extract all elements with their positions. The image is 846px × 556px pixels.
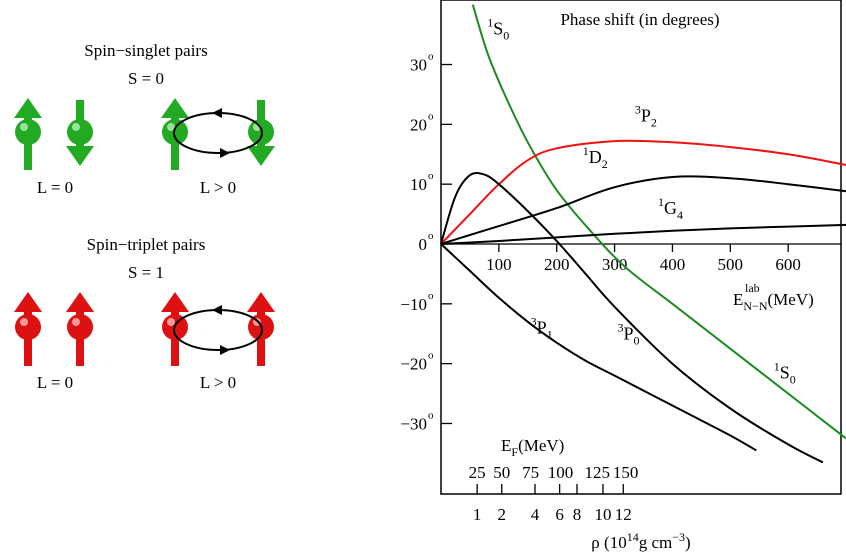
x-tick-label: 300 xyxy=(602,255,628,274)
singlet-title: Spin−singlet pairs xyxy=(84,41,207,60)
series-label-1s0: 1S0 xyxy=(487,16,509,43)
x-tick-label: 200 xyxy=(544,255,570,274)
fermi-tick-label: 50 xyxy=(493,463,510,482)
phase-shift-chart: Phase shift (in degrees) 30 o20 o10 o0 o−10 o… xyxy=(400,0,846,552)
series-line-3p2 xyxy=(440,139,846,245)
x-axis: 100 200 300 400 500 600 xyxy=(486,244,801,274)
series-label-3p0: 3P0 xyxy=(617,321,639,348)
series-line-3p1 xyxy=(440,243,757,452)
x-axis-label-sup: lab xyxy=(745,281,760,295)
y-tick-degree: o xyxy=(428,110,434,122)
svg-text:EN−N(MeV): EN−N(MeV) xyxy=(733,290,814,313)
series-label-3p1: 3P1 xyxy=(531,315,553,342)
y-tick-label: 20 xyxy=(410,115,427,134)
chart-title: Phase shift (in degrees) xyxy=(560,10,719,29)
y-tick-label: 30 xyxy=(410,56,427,75)
density-tick-label: 8 xyxy=(573,505,582,524)
fermi-energy-axis: EF(MeV) 25 50 75 100 125 150 xyxy=(469,436,639,482)
orbit-arrow-left-icon xyxy=(212,108,222,118)
density-tick-label: 10 xyxy=(595,505,612,524)
density-axis: 1 2 4 6 8 10 12 ρ (1014g cm−3) xyxy=(473,484,691,552)
spin-up-red-icon xyxy=(14,292,42,366)
y-axis: 30 o20 o10 o0 o−10 o−20 o−30 o xyxy=(400,51,452,433)
density-tick-label: 1 xyxy=(473,505,482,524)
singlet-l0-label: L = 0 xyxy=(37,178,73,197)
singlet-l0-pair xyxy=(14,98,94,170)
triplet-lgt0-pair xyxy=(161,292,275,366)
spin-up-red-icon xyxy=(66,292,94,366)
singlet-s-value: S = 0 xyxy=(128,69,164,88)
y-tick-label: −30 xyxy=(400,414,427,433)
x-tick-label: 100 xyxy=(486,255,512,274)
fermi-tick-label: 100 xyxy=(548,463,574,482)
series-line-1d2 xyxy=(440,175,846,245)
fermi-label-main: E xyxy=(501,436,511,455)
y-tick-degree: o xyxy=(428,51,434,63)
series-label-1g4: 1G4 xyxy=(658,195,683,222)
y-tick-label: −20 xyxy=(400,355,427,374)
singlet-lgt0-pair xyxy=(161,98,275,170)
series-line-1s0 xyxy=(471,4,846,440)
density-label-sup1: 14 xyxy=(627,530,639,544)
y-tick-degree: o xyxy=(428,290,434,302)
density-tick-label: 4 xyxy=(531,505,540,524)
fermi-label-sub: F xyxy=(511,445,518,459)
plot-frame xyxy=(440,0,842,495)
fermi-tick-label: 75 xyxy=(522,463,539,482)
triplet-s-value: S = 1 xyxy=(128,263,164,282)
series-line-1g4 xyxy=(440,223,846,245)
y-tick-degree: o xyxy=(428,230,434,242)
series-label-1d2: 1D2 xyxy=(583,144,608,171)
triplet-title: Spin−triplet pairs xyxy=(87,235,206,254)
x-tick-label: 500 xyxy=(718,255,744,274)
y-tick-label: −10 xyxy=(400,295,427,314)
density-ticks: 1 2 4 6 8 10 12 xyxy=(473,484,632,524)
orbit-arrow-left-icon xyxy=(212,305,222,315)
density-tick-label: 2 xyxy=(498,505,507,524)
y-tick-label: 0 xyxy=(419,235,428,254)
series-label-3p2: 3P2 xyxy=(635,102,657,129)
series-line-3p0 xyxy=(440,171,824,464)
spin-down-green-icon xyxy=(66,100,94,166)
orbit-arrow-right-icon xyxy=(220,345,230,355)
x-tick-label: 400 xyxy=(660,255,686,274)
density-label: ρ (10 xyxy=(591,533,626,552)
series-label-1s0: 1S0 xyxy=(774,360,796,387)
density-label-end: ) xyxy=(685,533,691,552)
x-axis-label-main: E xyxy=(733,290,743,309)
singlet-lgt0-label: L > 0 xyxy=(200,178,236,197)
triplet-l0-pair xyxy=(14,292,94,366)
triplet-l0-label: L = 0 xyxy=(37,373,73,392)
y-tick-degree: o xyxy=(428,409,434,421)
density-tick-label: 12 xyxy=(615,505,632,524)
fermi-tick-label: 125 xyxy=(584,463,610,482)
y-tick-degree: o xyxy=(428,170,434,182)
x-axis-label-sub: N−N xyxy=(743,299,767,313)
x-tick-label: 600 xyxy=(775,255,801,274)
fermi-label-unit: (MeV) xyxy=(518,436,564,455)
density-label-mid: g cm xyxy=(639,533,673,552)
fermi-tick-label: 25 xyxy=(469,463,486,482)
orbit-arrow-right-icon xyxy=(220,148,230,158)
spin-up-green-icon xyxy=(14,98,42,170)
series-labels: 1S0 1S0 3P2 1D2 1G4 3P0 3P1 xyxy=(487,16,795,387)
density-tick-label: 6 xyxy=(555,505,564,524)
triplet-lgt0-label: L > 0 xyxy=(200,373,236,392)
svg-text:EF(MeV): EF(MeV) xyxy=(501,436,564,459)
y-tick-label: 10 xyxy=(410,175,427,194)
fermi-tick-label: 150 xyxy=(613,463,639,482)
spin-pair-diagram: Spin−singlet pairs S = 0 L = 0 xyxy=(14,41,275,392)
y-tick-degree: o xyxy=(428,350,434,362)
density-label-sup2: −3 xyxy=(672,530,685,544)
x-axis-label-unit: (MeV) xyxy=(768,290,814,309)
svg-text:ρ (1014g cm−3): ρ (1014g cm−3) xyxy=(591,530,690,552)
fermi-ticks: 25 50 75 100 125 150 xyxy=(469,463,639,482)
series-group xyxy=(440,4,846,464)
x-axis-title: EN−N(MeV) lab xyxy=(733,281,814,313)
